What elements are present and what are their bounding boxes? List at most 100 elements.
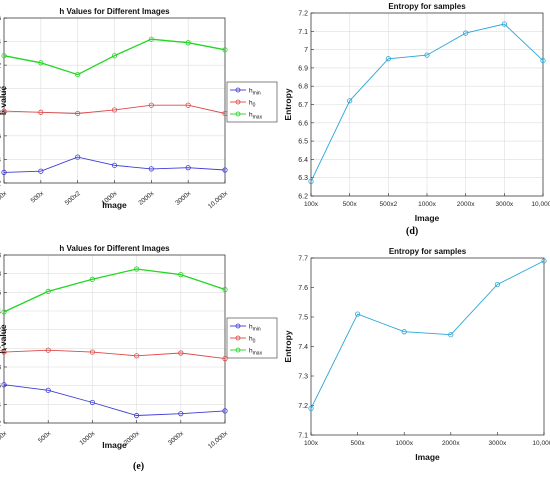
data-point (134, 266, 140, 272)
chart-title: Entropy for samples (388, 2, 466, 11)
x-tick-label: 100x (0, 430, 9, 445)
chart-title: h Values for Different Images (59, 244, 170, 253)
data-point (45, 288, 51, 294)
x-axis-label: Image (415, 213, 440, 223)
x-tick-label: 3000x (495, 201, 513, 208)
x-axis-label: Image (102, 200, 127, 210)
data-point (222, 286, 228, 293)
data-point (185, 165, 191, 171)
y-axis-label: Entropy (283, 330, 293, 362)
series-line (310, 260, 545, 409)
x-tick-label: 10,000x (207, 430, 230, 451)
x-tick-label: 1000x (78, 430, 97, 447)
data-point (463, 30, 469, 36)
x-tick-label: 10,000x (207, 190, 230, 211)
y-tick-label: 1.4 (0, 157, 1, 164)
data-point (89, 276, 96, 282)
x-tick-label: 3000x (167, 430, 186, 447)
y-tick-label: 7.4 (298, 344, 308, 351)
y-tick-label: 6.7 (298, 102, 308, 109)
legend-marker (235, 335, 241, 341)
y-tick-label: 1.2 (0, 181, 1, 188)
y-tick-label: 1.2 (0, 421, 1, 428)
plot-area (311, 258, 544, 435)
data-point (222, 47, 228, 53)
series-line (3, 104, 226, 114)
y-tick-label: 2.6 (0, 16, 1, 23)
data-point (89, 399, 96, 406)
y-tick-label: 6.4 (298, 157, 308, 164)
data-point (385, 56, 391, 62)
data-point (45, 347, 51, 353)
x-tick-label: 100x (304, 201, 319, 208)
y-tick-label: 7.2 (298, 403, 308, 410)
y-tick-label: 7.2 (298, 11, 308, 18)
data-point (178, 271, 184, 278)
y-tick-label: 2.2 (0, 327, 1, 334)
data-point (75, 71, 81, 78)
series-line (3, 268, 226, 313)
chart-1: 1.21.41.61.822.22.42.6100x500x500x21000x… (0, 7, 278, 211)
series-line (3, 384, 226, 416)
y-tick-label: 2.4 (0, 309, 1, 316)
legend-label: h0 (249, 100, 256, 109)
y-tick-label: 7.3 (298, 374, 308, 381)
y-tick-label: 1.8 (0, 365, 1, 372)
legend-label-subscript: 0 (253, 339, 256, 345)
y-tick-label: 2 (0, 86, 1, 93)
legend: hmin h0 hmax (226, 317, 278, 359)
data-point (1, 108, 7, 114)
y-tick-label: 3 (0, 253, 1, 260)
data-point (1, 169, 7, 175)
chart-3: 1.21.41.61.822.22.42.62.83100x500x1000x2… (0, 244, 278, 451)
y-tick-label: 6.5 (298, 139, 308, 146)
data-point (75, 154, 81, 160)
x-tick-label: 3000x (174, 190, 193, 207)
data-point (38, 60, 44, 66)
x-tick-label: 10,000x (531, 201, 550, 208)
x-tick-label: 1000x (418, 201, 436, 208)
x-tick-label: 2000x (457, 201, 475, 208)
data-point (222, 408, 228, 414)
data-point (540, 57, 546, 64)
x-tick-label: 500x (343, 201, 358, 208)
legend-label-subscript: min (253, 327, 261, 333)
data-point (1, 53, 7, 59)
y-axis-label: h value (0, 324, 8, 354)
data-point (424, 52, 430, 58)
y-tick-label: 6.9 (298, 65, 308, 72)
data-point (308, 178, 314, 184)
data-point (148, 102, 154, 108)
legend-label-subscript: 0 (253, 103, 256, 109)
plot-area (4, 255, 225, 423)
legend-marker (235, 347, 241, 353)
y-tick-label: 2.6 (0, 290, 1, 297)
x-tick-label: 10,000x (532, 440, 550, 447)
y-tick-label: 7 (304, 47, 308, 54)
series-line (310, 23, 544, 182)
data-point (45, 387, 51, 393)
data-point (308, 405, 314, 412)
y-tick-label: 7.1 (298, 29, 308, 36)
y-axis-label: h value (0, 86, 8, 116)
data-point (111, 53, 118, 59)
data-point (111, 107, 118, 113)
y-tick-label: 7.7 (298, 256, 308, 263)
y-tick-label: 2.8 (0, 271, 1, 278)
data-point (222, 355, 228, 362)
data-point (501, 21, 507, 27)
y-tick-label: 1.4 (0, 402, 1, 409)
data-point (541, 258, 547, 264)
x-axis-label: Image (415, 452, 440, 462)
data-point (75, 110, 81, 117)
data-point (148, 166, 154, 172)
chart-2: 6.2 6.3 6.4 6.5 6.6 6.7 6.8 6.9 7 7.1 7.2 100x 500x 5… (283, 2, 550, 223)
legend-marker (235, 323, 241, 329)
y-tick-label: 2.4 (0, 39, 1, 46)
data-point (185, 40, 191, 46)
y-tick-label: 1.6 (0, 383, 1, 390)
legend-marker (235, 99, 241, 105)
y-tick-label: 7.1 (298, 433, 308, 440)
legend-label: hmin (249, 324, 261, 333)
x-tick-label: 1000x (395, 440, 413, 447)
